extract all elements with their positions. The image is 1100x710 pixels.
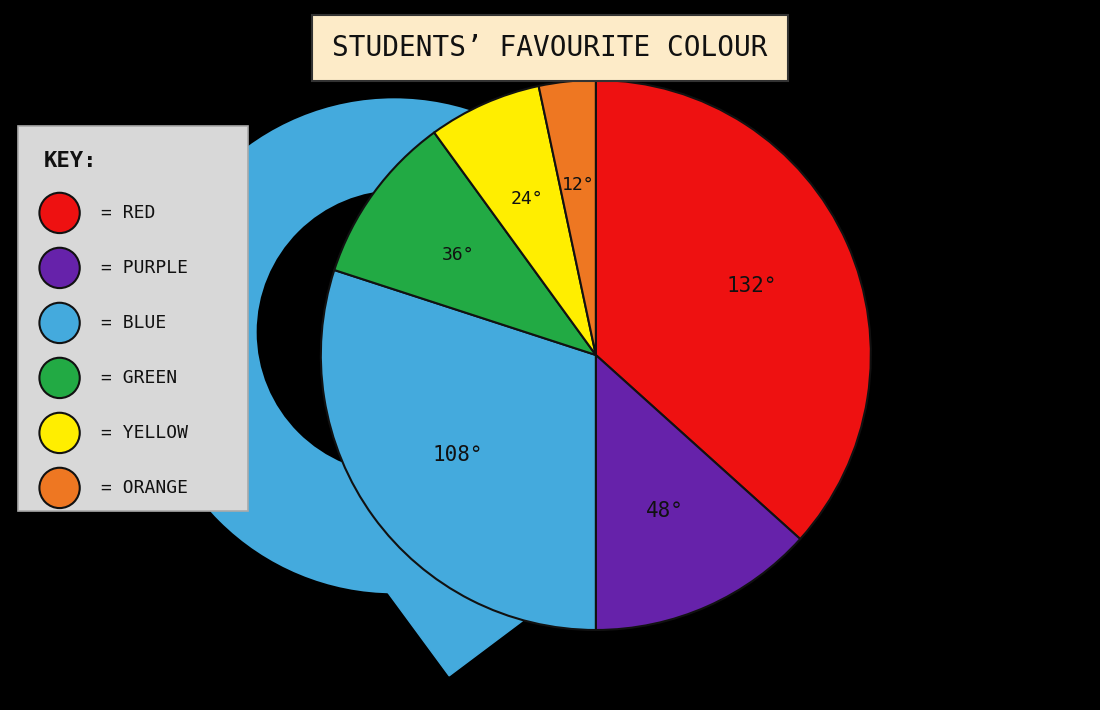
- Wedge shape: [434, 86, 596, 355]
- Circle shape: [146, 98, 641, 594]
- Circle shape: [40, 302, 80, 343]
- Text: 48°: 48°: [646, 501, 684, 520]
- FancyBboxPatch shape: [311, 15, 789, 81]
- Circle shape: [256, 190, 541, 474]
- Text: 24°: 24°: [510, 190, 542, 208]
- Circle shape: [40, 358, 80, 398]
- Text: = GREEN: = GREEN: [101, 369, 177, 387]
- Wedge shape: [321, 270, 596, 630]
- Text: KEY:: KEY:: [44, 151, 98, 170]
- Circle shape: [40, 192, 80, 233]
- Circle shape: [40, 413, 80, 453]
- Text: = BLUE: = BLUE: [101, 314, 166, 332]
- Text: STUDENTS’ FAVOURITE COLOUR: STUDENTS’ FAVOURITE COLOUR: [332, 34, 768, 62]
- FancyBboxPatch shape: [19, 126, 248, 510]
- Text: 12°: 12°: [562, 176, 594, 195]
- Text: = YELLOW: = YELLOW: [101, 424, 188, 442]
- Text: = PURPLE: = PURPLE: [101, 259, 188, 277]
- Wedge shape: [334, 133, 596, 355]
- Circle shape: [40, 468, 80, 508]
- Text: = RED: = RED: [101, 204, 155, 222]
- Wedge shape: [539, 80, 596, 355]
- Wedge shape: [596, 80, 871, 539]
- Circle shape: [40, 248, 80, 288]
- Wedge shape: [596, 355, 800, 630]
- Text: 132°: 132°: [726, 275, 777, 295]
- Text: 108°: 108°: [432, 445, 483, 465]
- Text: 36°: 36°: [441, 246, 474, 264]
- Text: = ORANGE: = ORANGE: [101, 479, 188, 497]
- Polygon shape: [334, 456, 522, 676]
